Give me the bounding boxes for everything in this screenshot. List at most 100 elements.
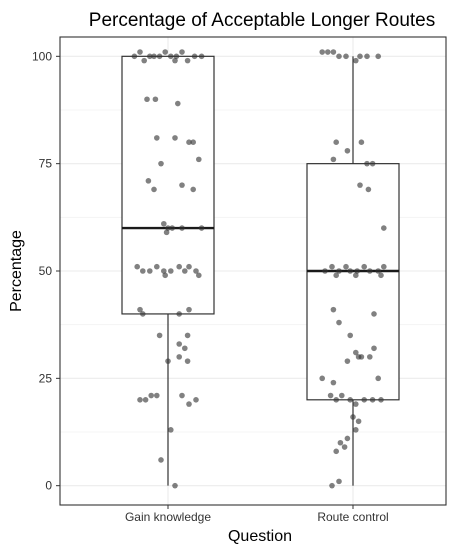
data-point [190, 139, 196, 145]
data-point [184, 358, 191, 364]
data-point [151, 53, 157, 60]
data-point [343, 53, 349, 60]
data-point [196, 156, 202, 163]
x-tick-label: Route control [317, 510, 388, 524]
data-point [355, 354, 362, 360]
data-point [154, 392, 160, 399]
data-point [369, 160, 376, 167]
data-point [353, 57, 359, 64]
data-point [344, 358, 351, 364]
data-point [341, 444, 348, 450]
data-point [154, 135, 160, 141]
data-point [330, 306, 337, 313]
data-point [336, 268, 342, 274]
data-point [347, 332, 354, 339]
data-point [336, 319, 342, 326]
data-point [353, 427, 359, 433]
data-point [333, 139, 340, 145]
data-point [147, 268, 153, 274]
data-point [172, 482, 178, 489]
data-point [165, 358, 171, 364]
data-point [158, 160, 164, 167]
data-point [319, 375, 326, 382]
data-point [333, 272, 340, 279]
box-route-control [306, 56, 400, 486]
data-point [162, 49, 168, 55]
data-point [161, 268, 167, 274]
y-tick-label: 75 [39, 157, 53, 171]
data-point [361, 263, 368, 270]
data-point [319, 49, 326, 55]
data-point [329, 263, 335, 270]
data-point [179, 49, 185, 55]
data-point [140, 311, 146, 317]
data-point [353, 272, 359, 279]
data-point [169, 225, 175, 231]
data-point [163, 229, 170, 236]
data-point [179, 182, 185, 188]
data-point [198, 53, 205, 60]
data-point [375, 268, 382, 274]
plot-area: 0 25 50 75 100 Gain knowledge Route control [32, 36, 447, 524]
data-point [145, 178, 152, 184]
data-point [182, 345, 188, 352]
data-point [137, 306, 143, 313]
data-point [182, 268, 188, 274]
data-point [193, 268, 199, 274]
data-point [156, 332, 163, 339]
data-point [375, 375, 382, 382]
panel-border [59, 36, 447, 506]
data-point [156, 53, 163, 60]
data-point [176, 341, 182, 347]
data-point [367, 354, 373, 360]
data-point [193, 397, 199, 403]
data-point [173, 53, 180, 60]
data-point [142, 397, 149, 403]
data-point [361, 397, 368, 403]
data-point [353, 349, 359, 356]
data-point [336, 478, 342, 485]
data-point [140, 268, 146, 274]
box-iqr [306, 163, 400, 401]
data-point [168, 427, 174, 433]
data-point [381, 263, 387, 270]
data-point [154, 263, 160, 270]
data-point [325, 49, 331, 55]
data-point [131, 53, 138, 60]
data-point [151, 186, 157, 193]
data-point [184, 57, 191, 64]
data-point [137, 49, 143, 55]
x-tick-label: Gain knowledge [125, 510, 211, 524]
data-point [191, 53, 198, 60]
data-point [357, 53, 363, 60]
data-point [357, 182, 363, 188]
data-point [165, 225, 171, 231]
data-point [186, 263, 192, 270]
data-point [172, 57, 178, 64]
data-point [371, 345, 377, 352]
chart-title: Percentage of Acceptable Longer Routes [89, 10, 435, 31]
data-point [152, 96, 159, 103]
data-point [198, 225, 205, 231]
data-point [141, 57, 147, 64]
data-point [337, 439, 344, 446]
x-axis-title: Question [228, 528, 292, 545]
data-point [364, 160, 370, 167]
data-point [330, 49, 337, 55]
data-point [186, 139, 192, 145]
data-point [322, 268, 328, 274]
data-point [186, 401, 192, 407]
data-point [358, 139, 365, 145]
data-point [168, 53, 174, 60]
data-point [355, 418, 362, 425]
data-point [378, 397, 384, 403]
data-point [190, 186, 196, 193]
data-point [144, 96, 150, 103]
data-point [330, 156, 337, 163]
y-tick-label: 25 [39, 371, 53, 385]
data-point [354, 268, 361, 274]
data-point [344, 435, 351, 442]
data-point [179, 225, 185, 231]
data-point [347, 397, 354, 403]
